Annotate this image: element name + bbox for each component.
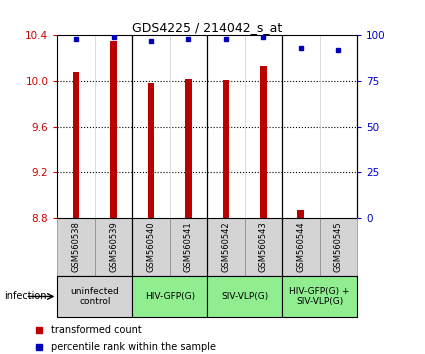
Bar	[132, 276, 207, 317]
Text: GSM560543: GSM560543	[259, 222, 268, 272]
Bar	[207, 276, 282, 317]
Bar	[223, 80, 229, 218]
Text: infection: infection	[4, 291, 47, 302]
Text: HIV-GFP(G): HIV-GFP(G)	[144, 292, 195, 301]
Bar	[282, 218, 320, 276]
Text: HIV-GFP(G) +
SIV-VLP(G): HIV-GFP(G) + SIV-VLP(G)	[289, 287, 350, 306]
Bar	[282, 276, 357, 317]
Text: percentile rank within the sample: percentile rank within the sample	[51, 342, 215, 352]
Bar	[245, 218, 282, 276]
Bar	[57, 218, 95, 276]
Text: GSM560540: GSM560540	[147, 222, 156, 272]
Text: GSM560545: GSM560545	[334, 222, 343, 272]
Text: GSM560538: GSM560538	[71, 222, 81, 272]
Title: GDS4225 / 214042_s_at: GDS4225 / 214042_s_at	[132, 21, 282, 34]
Text: GSM560542: GSM560542	[221, 222, 230, 272]
Bar	[207, 218, 245, 276]
Bar	[110, 41, 117, 218]
Text: transformed count: transformed count	[51, 325, 142, 335]
Bar	[132, 218, 170, 276]
Bar	[260, 66, 267, 218]
Bar	[320, 218, 357, 276]
Bar	[57, 276, 132, 317]
Bar	[298, 210, 304, 218]
Text: GSM560539: GSM560539	[109, 222, 118, 272]
Bar	[73, 72, 79, 218]
Text: GSM560541: GSM560541	[184, 222, 193, 272]
Text: uninfected
control: uninfected control	[71, 287, 119, 306]
Bar	[147, 83, 154, 218]
Text: SIV-VLP(G): SIV-VLP(G)	[221, 292, 268, 301]
Bar	[95, 218, 132, 276]
Bar	[170, 218, 207, 276]
Text: GSM560544: GSM560544	[296, 222, 305, 272]
Bar	[185, 79, 192, 218]
